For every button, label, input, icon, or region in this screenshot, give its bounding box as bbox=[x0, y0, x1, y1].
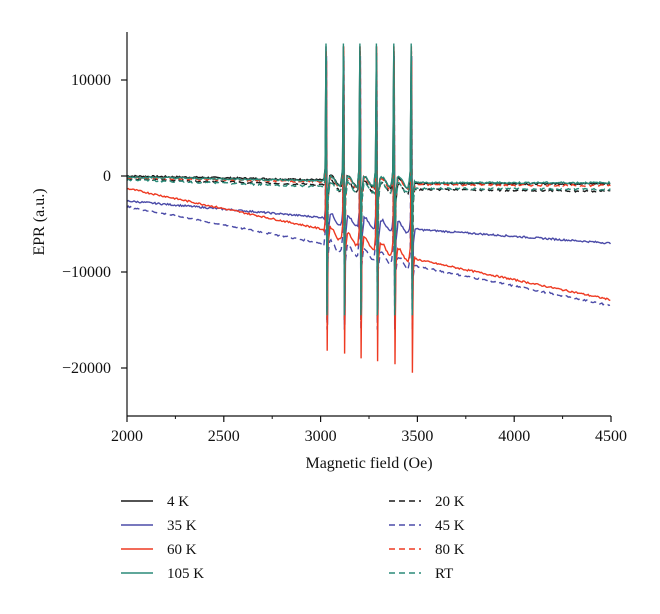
x-tick-label: 2000 bbox=[111, 428, 143, 445]
series-line-45k bbox=[126, 60, 611, 330]
series-line-35k bbox=[126, 55, 612, 325]
legend-item-60k: 60 K bbox=[121, 542, 197, 558]
legend-item-105k: 105 K bbox=[121, 566, 204, 582]
legend-label: 4 K bbox=[167, 494, 189, 510]
legend-label: 35 K bbox=[167, 518, 197, 534]
x-axis-label: Magnetic field (Oe) bbox=[305, 455, 432, 472]
legend-item-4k: 4 K bbox=[121, 494, 189, 510]
legend-label: RT bbox=[435, 566, 453, 582]
legend: 4 K 20 K 35 K 45 K 60 K 80 K 105 K RT bbox=[121, 494, 465, 582]
series-line-60k bbox=[126, 46, 611, 373]
axes: 2000 2500 3000 3500 4000 4500 10000 0 −10000 −200… bbox=[62, 32, 627, 445]
legend-label: 45 K bbox=[435, 518, 465, 534]
x-tick-label: 2500 bbox=[208, 428, 240, 445]
legend-label: 20 K bbox=[435, 494, 465, 510]
y-tick-label: −10000 bbox=[62, 264, 111, 281]
legend-item-45k: 45 K bbox=[389, 518, 465, 534]
legend-item-20k: 20 K bbox=[389, 494, 465, 510]
y-tick-label: 0 bbox=[103, 168, 111, 185]
legend-item-rt: RT bbox=[389, 566, 453, 582]
y-tick-label: −20000 bbox=[62, 360, 111, 377]
legend-label: 60 K bbox=[167, 542, 197, 558]
x-tick-label: 4000 bbox=[498, 428, 530, 445]
legend-item-80k: 80 K bbox=[389, 542, 465, 558]
series-line-105k bbox=[126, 43, 611, 316]
plot-lines bbox=[126, 43, 612, 373]
legend-label: 105 K bbox=[167, 566, 204, 582]
legend-label: 80 K bbox=[435, 542, 465, 558]
y-tick-label: 10000 bbox=[71, 72, 111, 89]
x-tick-label: 3500 bbox=[401, 428, 433, 445]
x-tick-label: 4500 bbox=[595, 428, 627, 445]
legend-item-35k: 35 K bbox=[121, 518, 197, 534]
x-tick-label: 3000 bbox=[305, 428, 337, 445]
series-line-rt bbox=[126, 55, 611, 311]
y-axis-label: EPR (a.u.) bbox=[31, 188, 48, 255]
